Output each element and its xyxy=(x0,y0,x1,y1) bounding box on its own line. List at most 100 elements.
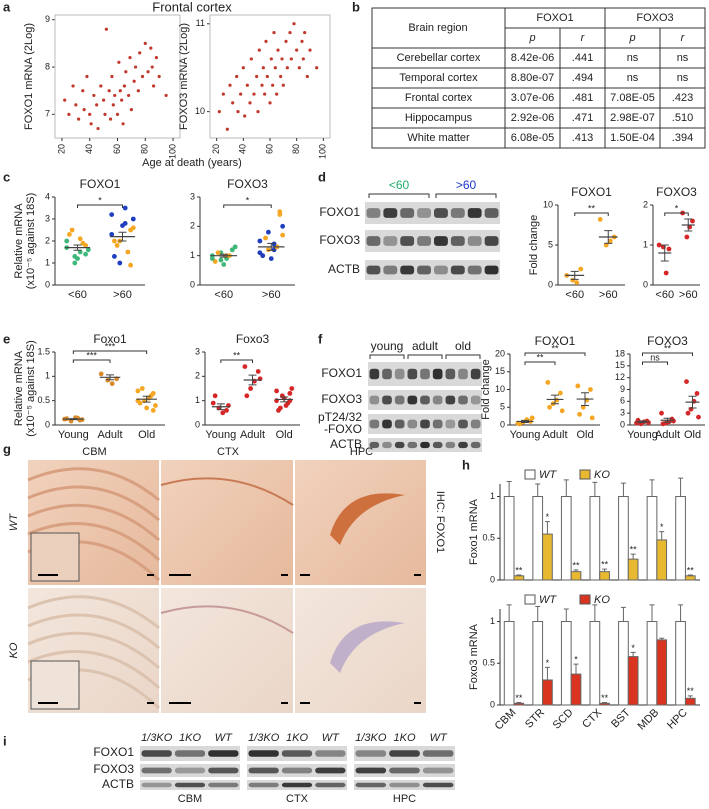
table-cell: .510 xyxy=(672,112,693,124)
point xyxy=(139,386,145,391)
error-bar xyxy=(592,604,598,622)
point xyxy=(266,229,271,235)
blot-band xyxy=(445,441,456,449)
blot-group-label: young xyxy=(371,339,404,353)
inset xyxy=(30,660,80,710)
tissue-fold xyxy=(27,522,161,562)
x-axis-label: Age at death (years) xyxy=(142,157,242,169)
blot-band xyxy=(369,395,380,405)
error-bar xyxy=(573,663,579,675)
genotype-label: 1KO xyxy=(286,732,308,744)
y-tick-label: 2 xyxy=(190,221,195,231)
blot-row-label: ACTB xyxy=(328,262,360,276)
point xyxy=(75,256,80,261)
point xyxy=(292,22,296,26)
point xyxy=(274,388,279,394)
point xyxy=(280,57,284,61)
blot-group-label: <60 xyxy=(389,178,410,192)
point xyxy=(117,60,121,64)
sem-bar xyxy=(638,420,647,424)
point xyxy=(671,418,676,424)
x-tick-label: Adult xyxy=(655,429,680,441)
blot-band xyxy=(355,750,387,757)
blot-row-label: FOXO1 xyxy=(321,366,362,380)
blot-band xyxy=(450,208,465,218)
blot-band xyxy=(407,395,418,405)
point xyxy=(107,89,111,93)
group-bracket xyxy=(369,354,405,359)
y-tick-label: 0 xyxy=(490,574,495,584)
sig-bracket xyxy=(642,361,668,365)
blot-band xyxy=(174,767,206,774)
x-tick-label: 20 xyxy=(56,144,66,154)
chart-title: FOXO1 xyxy=(571,185,612,199)
blot-band xyxy=(422,767,454,774)
blot-band xyxy=(432,368,443,380)
x-tick-label: >60 xyxy=(262,289,281,301)
point xyxy=(280,223,286,229)
sig-label: * xyxy=(574,654,578,664)
bar xyxy=(646,621,658,706)
y-axis-label: (x10⁻⁵ against 18S) xyxy=(25,340,37,437)
bar xyxy=(532,621,544,706)
sem-bar xyxy=(73,244,82,251)
blot-band xyxy=(281,750,313,757)
chart-title: FOXO1 xyxy=(80,177,121,191)
point xyxy=(67,112,71,116)
sig-label: ** xyxy=(551,343,559,353)
point xyxy=(243,114,247,118)
blot-band xyxy=(389,782,420,788)
table-header: Brain region xyxy=(408,22,467,34)
blot-row-label: ACTB xyxy=(102,777,134,791)
y-tick-label: 5 xyxy=(500,402,505,412)
x-tick-label: <60 xyxy=(655,289,674,301)
panel-letter: a xyxy=(3,0,11,14)
sem-bar xyxy=(551,394,559,405)
point xyxy=(261,66,265,70)
point xyxy=(607,238,613,244)
point xyxy=(82,108,86,112)
point xyxy=(574,280,580,285)
error-bar xyxy=(573,569,579,572)
y-tick-label: 1 xyxy=(490,616,495,626)
sig-label: ** xyxy=(515,693,523,703)
point xyxy=(122,205,128,211)
blot-row-label: ACTB xyxy=(330,437,362,451)
sem-bar xyxy=(280,396,289,403)
y-axis-label: Fold change xyxy=(528,215,540,276)
point xyxy=(95,103,99,107)
blot-band xyxy=(467,236,482,246)
genotype-label: 1/3KO xyxy=(141,732,173,744)
blot-band xyxy=(141,767,172,774)
sig-label: * xyxy=(246,195,250,205)
table-cell: ns xyxy=(627,52,639,64)
point xyxy=(269,57,273,61)
genotype-label: 1KO xyxy=(179,732,201,744)
group-bracket xyxy=(368,193,430,198)
sig-bracket xyxy=(220,359,253,363)
sig-label: * xyxy=(631,643,635,653)
genotype-label: 1/3KO xyxy=(355,732,387,744)
blot-band xyxy=(315,750,346,757)
tissue-fold xyxy=(27,631,160,670)
blot-band xyxy=(470,419,481,429)
bar xyxy=(503,621,515,706)
point xyxy=(96,126,100,131)
sig-label: ** xyxy=(687,565,695,575)
blot-band xyxy=(383,236,398,246)
point xyxy=(260,83,264,87)
sig-label: ** xyxy=(630,544,638,554)
region-label: CBM xyxy=(178,793,202,804)
point xyxy=(231,101,235,105)
y-tick-label: 0 xyxy=(45,419,50,429)
point xyxy=(252,92,256,96)
x-tick-label: >60 xyxy=(113,289,132,301)
blot-band xyxy=(389,767,420,774)
blot-band xyxy=(315,767,346,774)
table-subheader: p xyxy=(628,32,635,44)
error-bar xyxy=(592,481,598,497)
error-bar xyxy=(563,479,569,497)
blot-band xyxy=(450,236,465,246)
blot-band xyxy=(281,767,313,774)
point xyxy=(517,421,522,427)
